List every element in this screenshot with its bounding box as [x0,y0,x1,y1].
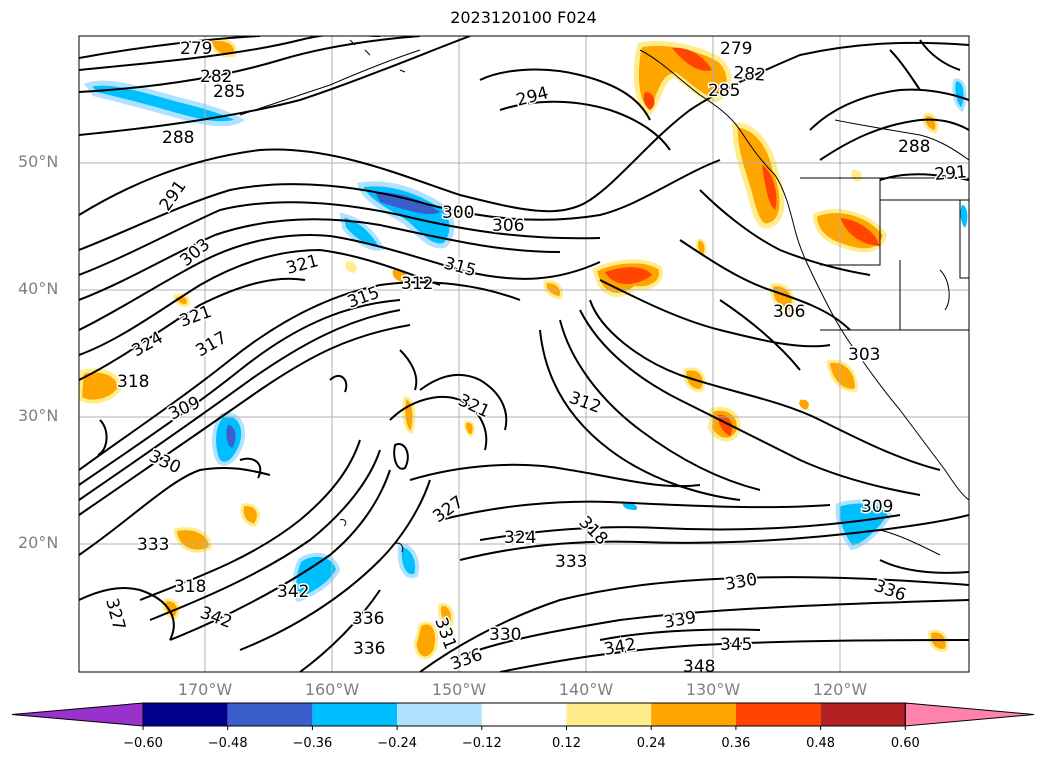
contour-label: 321 [284,251,321,279]
colorbar-segment [481,703,567,726]
contour-label: 294 [514,83,551,111]
colorbar-tick-label: 0.24 [636,736,666,751]
contour-label: 312 [401,274,433,294]
map-title: 2023120100 F024 [450,8,597,27]
colorbar-segment [820,703,906,726]
contour-label: 324 [504,528,536,548]
contour-label: 345 [720,635,752,655]
contour-label: 309 [166,393,204,425]
contour-label: 336 [353,639,385,659]
colorbar-outline [142,702,906,727]
contour-label: 279 [180,39,212,59]
lon-label-160w: 160°W [304,680,360,699]
contour-label: 309 [861,497,893,517]
contour-label: 303 [848,345,880,365]
lat-label-20n: 20°N [18,533,59,552]
colorbar-extend-min [11,702,144,727]
contour-label: 333 [555,552,587,572]
contour-label: 303 [176,235,214,271]
lon-label-130w: 130°W [685,680,741,699]
contour-lines [79,36,969,672]
contour-label: 285 [213,82,245,102]
contour-label: 330 [489,625,521,645]
contour-label: 318 [117,372,149,392]
contour-label: 282 [733,63,767,86]
colorbar-tick-label: 0.12 [552,736,581,751]
shaded-fields [79,38,968,660]
contour-label: 279 [720,39,752,59]
colorbar-tick-label: −0.24 [377,736,418,751]
colorbar-tick-label: −0.12 [461,736,502,751]
colorbar-tick-label: 0.48 [806,736,836,751]
graticule [79,36,969,672]
contour-label: 285 [708,81,740,101]
contour-label: 333 [137,535,169,555]
lat-label-30n: 30°N [18,406,59,425]
lon-label-120w: 120°W [812,680,868,699]
contour-label: 291 [156,177,191,215]
contour-label: 282 [200,67,232,87]
plot-frame [78,35,970,673]
lon-label-150w: 150°W [431,680,487,699]
colorbar-tick-label: −0.36 [292,736,333,751]
contour-label: 306 [492,216,524,236]
colorbar-tick-label: 0.60 [890,736,920,751]
contour-label: 348 [683,657,715,677]
contour-label: 330 [146,446,184,478]
colorbar-segment [227,703,313,726]
contour-label: 306 [773,302,805,322]
colorbar-extend-max [904,702,1035,727]
contour-label: 300 [442,203,474,223]
colorbar-segment [397,703,482,726]
lat-label-40n: 40°N [18,279,59,298]
contour-label: 342 [197,603,234,633]
coastlines [239,39,969,556]
colorbar-tick-label: −0.60 [123,736,163,751]
contour-label: 288 [898,137,930,157]
contour-label: 330 [723,570,758,595]
lat-label-50n: 50°N [18,152,59,171]
contour-label: 342 [602,635,637,660]
colorbar-segment [143,703,228,726]
lon-label-140w: 140°W [558,680,614,699]
contour-label: 288 [162,128,194,148]
colorbar-segment [312,703,398,726]
contour-label: 339 [662,608,697,633]
colorbar-segment [735,703,821,726]
colorbar-segment [566,703,652,726]
contour-label: 291 [934,162,968,185]
contour-label: 327 [101,596,129,633]
contour-label: 324 [129,328,167,362]
contour-label: 315 [345,283,382,313]
contour-label: 315 [442,254,479,282]
colorbar [11,702,1035,730]
colorbar-tick-label: −0.48 [207,736,248,751]
colorbar-segment [651,703,736,726]
lon-label-170w: 170°W [177,680,233,699]
colorbar-tick-label: 0.36 [721,736,751,751]
contour-label: 342 [277,582,309,602]
contour-label: 317 [193,328,231,362]
contour-label: 336 [352,609,384,629]
contour-label: 327 [429,492,467,527]
contour-label: 318 [174,577,206,597]
